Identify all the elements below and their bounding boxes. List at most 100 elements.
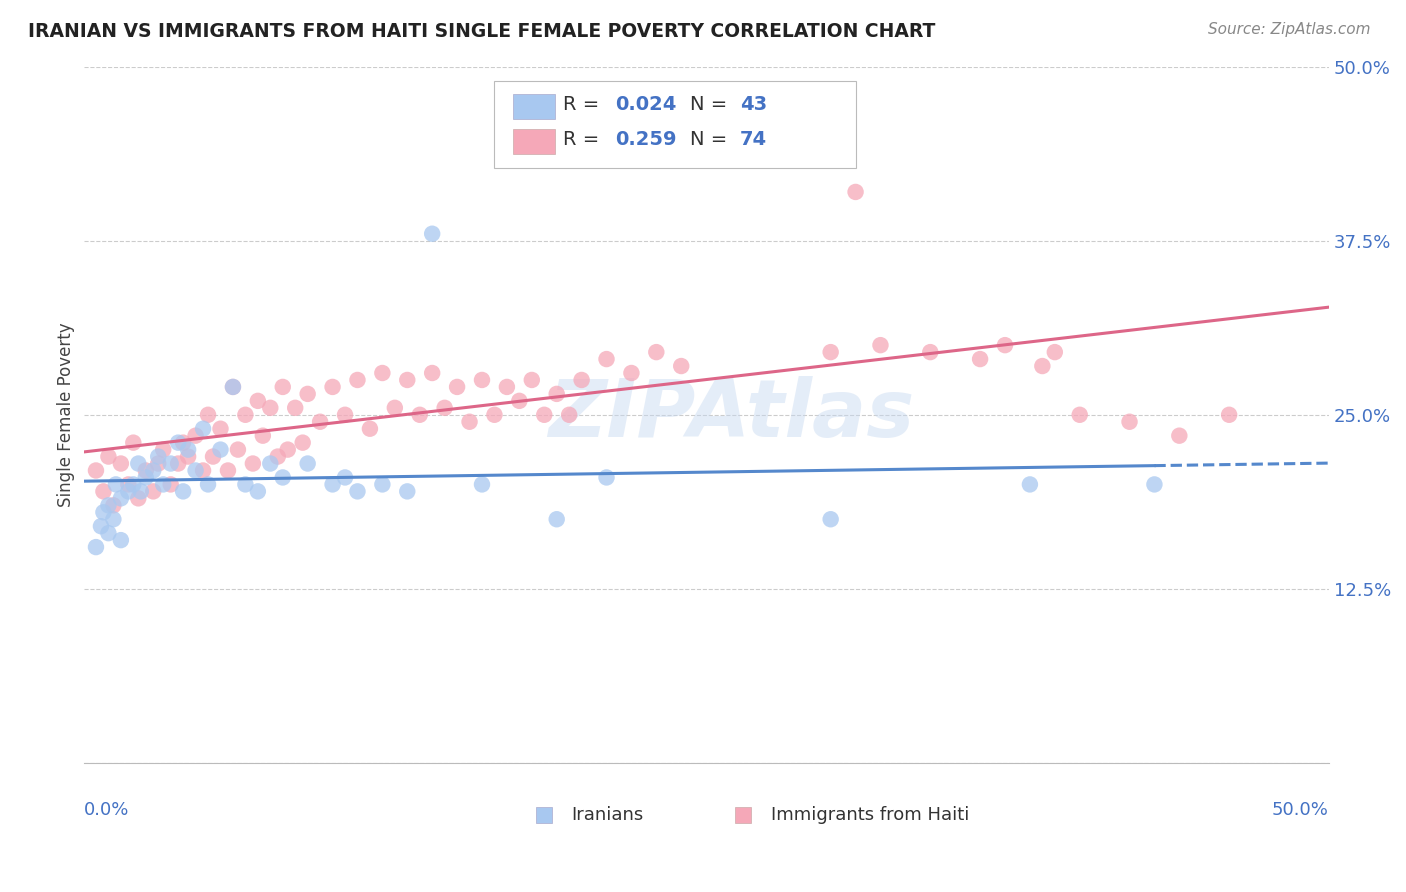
Point <box>671 359 693 373</box>
Point <box>97 526 120 541</box>
Point <box>620 366 643 380</box>
Point <box>297 457 319 471</box>
Point <box>148 457 170 471</box>
Point <box>84 540 107 554</box>
Text: Iranians: Iranians <box>572 806 644 824</box>
Point <box>558 408 581 422</box>
Point <box>645 345 668 359</box>
Point <box>420 366 443 380</box>
Point <box>152 442 174 457</box>
Point <box>110 457 132 471</box>
Point <box>994 338 1017 352</box>
Point <box>84 463 107 477</box>
Point <box>191 463 214 477</box>
Point <box>446 380 468 394</box>
Text: 0.259: 0.259 <box>616 130 676 149</box>
Point <box>1118 415 1140 429</box>
Point <box>291 435 314 450</box>
Point <box>209 422 232 436</box>
Point <box>1143 477 1166 491</box>
Text: 0.024: 0.024 <box>616 95 676 114</box>
Point <box>90 519 112 533</box>
Point <box>346 373 368 387</box>
Point <box>148 450 170 464</box>
Point <box>197 477 219 491</box>
Point <box>359 422 381 436</box>
Point <box>484 408 506 422</box>
Point <box>396 484 419 499</box>
Point <box>1043 345 1066 359</box>
Point <box>396 373 419 387</box>
Point <box>271 470 294 484</box>
Point <box>571 373 593 387</box>
Point <box>135 463 157 477</box>
Text: R =: R = <box>562 95 606 114</box>
Point <box>820 512 842 526</box>
Point <box>496 380 519 394</box>
Point <box>259 457 281 471</box>
Point <box>172 484 194 499</box>
Point <box>235 408 257 422</box>
Point <box>142 484 165 499</box>
Point <box>159 477 181 491</box>
Point <box>167 457 190 471</box>
Point <box>117 477 139 491</box>
Point <box>104 477 127 491</box>
Text: IRANIAN VS IMMIGRANTS FROM HAITI SINGLE FEMALE POVERTY CORRELATION CHART: IRANIAN VS IMMIGRANTS FROM HAITI SINGLE … <box>28 22 935 41</box>
Point <box>93 505 115 519</box>
Point <box>110 533 132 548</box>
Point <box>117 484 139 499</box>
Point <box>346 484 368 499</box>
Point <box>820 345 842 359</box>
FancyBboxPatch shape <box>495 80 856 168</box>
Point <box>103 498 125 512</box>
Point <box>1019 477 1042 491</box>
Point <box>246 484 269 499</box>
Point <box>595 352 617 367</box>
Point <box>222 380 245 394</box>
Point <box>322 477 344 491</box>
Point <box>217 463 239 477</box>
Point <box>1031 359 1053 373</box>
Point <box>309 415 332 429</box>
Point <box>167 435 190 450</box>
Point <box>184 463 207 477</box>
Text: 43: 43 <box>740 95 766 114</box>
Point <box>129 484 152 499</box>
Point <box>920 345 942 359</box>
Point <box>277 442 299 457</box>
Text: N =: N = <box>690 130 734 149</box>
Point <box>159 457 181 471</box>
Point <box>242 457 264 471</box>
Point <box>127 457 149 471</box>
Point <box>271 380 294 394</box>
Point <box>259 401 281 415</box>
Point <box>371 366 394 380</box>
Point <box>284 401 307 415</box>
Point <box>433 401 456 415</box>
Point <box>152 477 174 491</box>
Point <box>520 373 543 387</box>
Point <box>197 408 219 422</box>
Point <box>127 491 149 506</box>
Text: 0.0%: 0.0% <box>83 801 129 819</box>
Point <box>420 227 443 241</box>
Y-axis label: Single Female Poverty: Single Female Poverty <box>58 323 75 507</box>
Point <box>471 373 494 387</box>
Text: R =: R = <box>562 130 606 149</box>
Text: 50.0%: 50.0% <box>1272 801 1329 819</box>
Point <box>546 512 568 526</box>
Point <box>595 470 617 484</box>
Point <box>508 393 530 408</box>
Point <box>533 408 555 422</box>
Text: Immigrants from Haiti: Immigrants from Haiti <box>770 806 969 824</box>
Point <box>1218 408 1240 422</box>
Point <box>371 477 394 491</box>
Point <box>191 422 214 436</box>
Point <box>546 387 568 401</box>
Point <box>246 393 269 408</box>
Point <box>969 352 991 367</box>
Point <box>471 477 494 491</box>
Point <box>103 512 125 526</box>
Point <box>202 450 225 464</box>
